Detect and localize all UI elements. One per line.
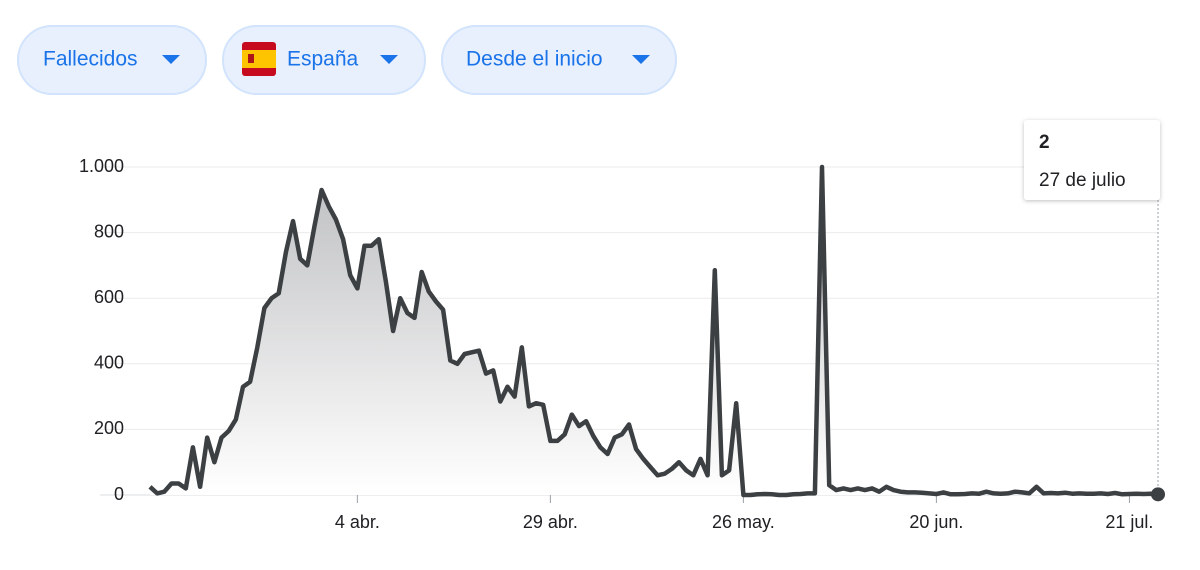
x-tick-label: 20 jun. [909,512,963,532]
line [148,164,1159,498]
dropdown-caret [632,55,650,64]
filter-button[interactable]: Desde el inicio [441,25,677,95]
y-tick-label: 1.000 [79,156,124,176]
button-bg [441,25,677,95]
x-tick-label: 4 abr. [335,512,380,532]
dropdown-caret [162,55,180,64]
tooltip-date: 27 de julio [1039,170,1126,191]
tooltip-box [1024,120,1160,200]
button-label: España [287,48,359,71]
flag-icon [242,42,276,76]
area-fill [150,167,1158,495]
hover-point [1151,487,1165,502]
button-bg [17,25,207,95]
filter-button[interactable]: Fallecidos [17,25,207,95]
y-tick-label: 400 [94,353,124,373]
button-label: Desde el inicio [466,48,603,71]
y-tick-label: 600 [94,287,124,307]
filter-button[interactable]: España [222,25,426,95]
x-tick-label: 29 abr. [523,512,578,532]
dropdown-caret [380,55,398,64]
chart: 0 200 400 600 800 1.000 4 abr. 29 abr. 26 may. 20… [79,120,1165,532]
x-tick-label: 21 jul. [1105,512,1153,532]
x-tick-label: 26 may. [712,512,775,532]
tooltip-value: 2 [1039,132,1050,153]
y-tick-label: 0 [114,484,124,504]
y-tick-label: 800 [94,221,124,241]
button-label: Fallecidos [43,48,138,71]
y-tick-label: 200 [94,418,124,438]
tooltip: 2 27 de julio [1024,120,1160,200]
